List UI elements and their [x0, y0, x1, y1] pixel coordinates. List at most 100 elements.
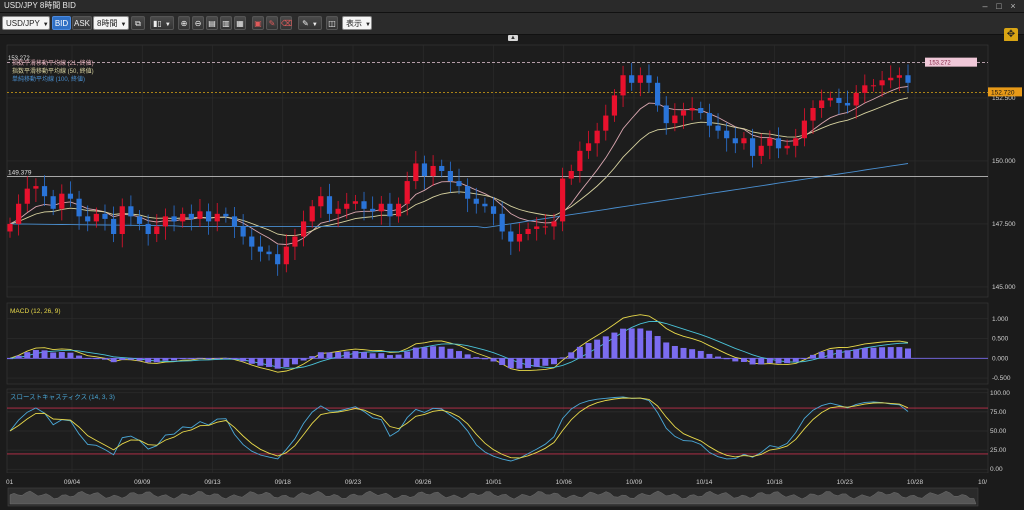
macd-histogram-bar — [386, 355, 393, 359]
candle-body — [205, 211, 212, 222]
macd-histogram-bar — [715, 356, 722, 359]
candle-body — [810, 108, 816, 121]
macd-histogram-bar — [67, 352, 74, 359]
macd-histogram-bar — [663, 342, 670, 359]
candle-body — [162, 216, 169, 227]
chart-type-icon[interactable]: ▮▯ ▼ — [150, 16, 174, 30]
candle-body — [344, 203, 350, 209]
macd-histogram-bar — [317, 352, 324, 359]
x-tick-label-left: 01 — [6, 479, 14, 486]
candle-body — [611, 95, 618, 116]
candle-body — [370, 208, 376, 212]
macd-histogram-bar — [818, 351, 825, 359]
macd-histogram-bar — [637, 328, 644, 359]
close-icon[interactable]: × — [1010, 1, 1016, 11]
candle-body — [231, 216, 238, 227]
macd-histogram-bar — [585, 343, 592, 359]
macd-histogram-bar — [430, 346, 437, 359]
indicator-remove-icon[interactable]: ⌫ — [280, 16, 292, 30]
macd-histogram-bar — [188, 358, 195, 360]
candle-body — [421, 163, 428, 177]
indicator-icon[interactable]: ▣ — [252, 16, 264, 30]
macd-histogram-bar — [671, 345, 678, 359]
macd-histogram-bar — [887, 347, 894, 359]
macd-histogram-bar — [171, 358, 178, 361]
bid-button[interactable]: BID — [52, 16, 71, 30]
candle-body — [663, 105, 669, 124]
stoch-y-tick: 100.00 — [990, 390, 1010, 397]
candle-body — [844, 102, 851, 106]
indicator-edit-icon[interactable]: ✎ — [266, 16, 278, 30]
collapse-handle[interactable]: ▲ — [508, 35, 518, 41]
macd-histogram-bar — [404, 351, 411, 359]
candle-body — [352, 201, 358, 204]
minimize-icon[interactable]: – — [982, 1, 988, 11]
candle-body — [275, 254, 281, 265]
macd-histogram-bar — [7, 358, 13, 360]
x-tick-label: 10/06 — [556, 479, 573, 486]
candle-body — [16, 203, 22, 224]
ask-price-value: 153.272 — [929, 61, 951, 67]
layout-icon[interactable]: ▤ — [206, 16, 218, 30]
timeframe-select[interactable]: 8時間 ▼ — [93, 16, 129, 30]
x-tick-label: 09/09 — [134, 479, 151, 486]
zoom-in-icon[interactable]: ⊕ — [178, 16, 190, 30]
chart-area[interactable]: 09/04 09/09 09/13 09/18 09/23 09/26 10/01 10/06… — [0, 41, 1024, 510]
candle-body — [516, 234, 523, 242]
candle-body — [240, 226, 246, 237]
macd-histogram-bar — [240, 358, 247, 362]
top-value-label: 153.272 — [8, 56, 30, 62]
candle-body — [594, 130, 600, 144]
candle-body — [361, 201, 367, 209]
macd-y-tick: 0.500 — [992, 336, 1009, 343]
macd-histogram-bar — [447, 348, 454, 359]
price-y-tick: 152.500 — [992, 95, 1016, 102]
candle-body — [784, 145, 790, 149]
draw-tool-icon[interactable]: ✎ ▼ — [298, 16, 322, 30]
macd-histogram-bar — [179, 358, 186, 360]
candle-body — [249, 236, 255, 247]
macd-histogram-bar — [758, 358, 765, 365]
macd-histogram-bar — [766, 358, 773, 364]
macd-histogram-bar — [205, 358, 212, 360]
copy-chart-icon[interactable]: ⧉ — [131, 16, 145, 30]
candle-body — [283, 246, 289, 265]
macd-histogram-bar — [24, 352, 31, 359]
candle-body — [292, 236, 298, 247]
x-tick-label: 10/18 — [766, 479, 783, 486]
candle-body — [76, 198, 82, 217]
macd-histogram-bar — [343, 351, 350, 359]
macd-label: MACD (12, 26, 9) — [10, 308, 61, 315]
macd-histogram-bar — [214, 357, 221, 359]
candle-body — [326, 196, 333, 214]
screenshot-icon[interactable]: ◫ — [326, 16, 338, 30]
candle-body — [482, 203, 488, 207]
macd-histogram-bar — [222, 357, 229, 359]
macd-histogram-bar — [835, 349, 842, 359]
symbol-select[interactable]: USD/JPY ▼ — [2, 16, 50, 30]
macd-histogram-bar — [853, 349, 860, 359]
candle-body — [680, 110, 687, 116]
stoch-d-line — [9, 397, 909, 459]
x-tick-label: 09/18 — [275, 479, 292, 486]
navigator-preview — [9, 490, 977, 505]
x-axis-strip — [0, 473, 1024, 487]
candle-body — [577, 150, 583, 171]
macd-histogram-bar — [15, 355, 22, 359]
maximize-icon[interactable]: □ — [996, 1, 1002, 11]
macd-histogram-bar — [844, 350, 851, 359]
zoom-out-icon[interactable]: ⊖ — [192, 16, 204, 30]
candle-body — [508, 231, 514, 242]
macd-histogram-bar — [257, 358, 264, 366]
table-icon[interactable]: ▦ — [234, 16, 246, 30]
candle-body — [896, 75, 902, 78]
ask-button[interactable]: ASK — [72, 16, 92, 30]
candle-body — [698, 108, 704, 114]
settings-icon[interactable]: ✥ — [1004, 28, 1018, 42]
horizontal-line-label: 149.379 — [8, 170, 32, 177]
display-menu[interactable]: 表示 ▼ — [342, 16, 372, 30]
candle-body — [50, 196, 56, 209]
x-tick-label: 10/28 — [907, 479, 924, 486]
layout-split-icon[interactable]: ▥ — [220, 16, 232, 30]
candle-body — [214, 213, 220, 222]
